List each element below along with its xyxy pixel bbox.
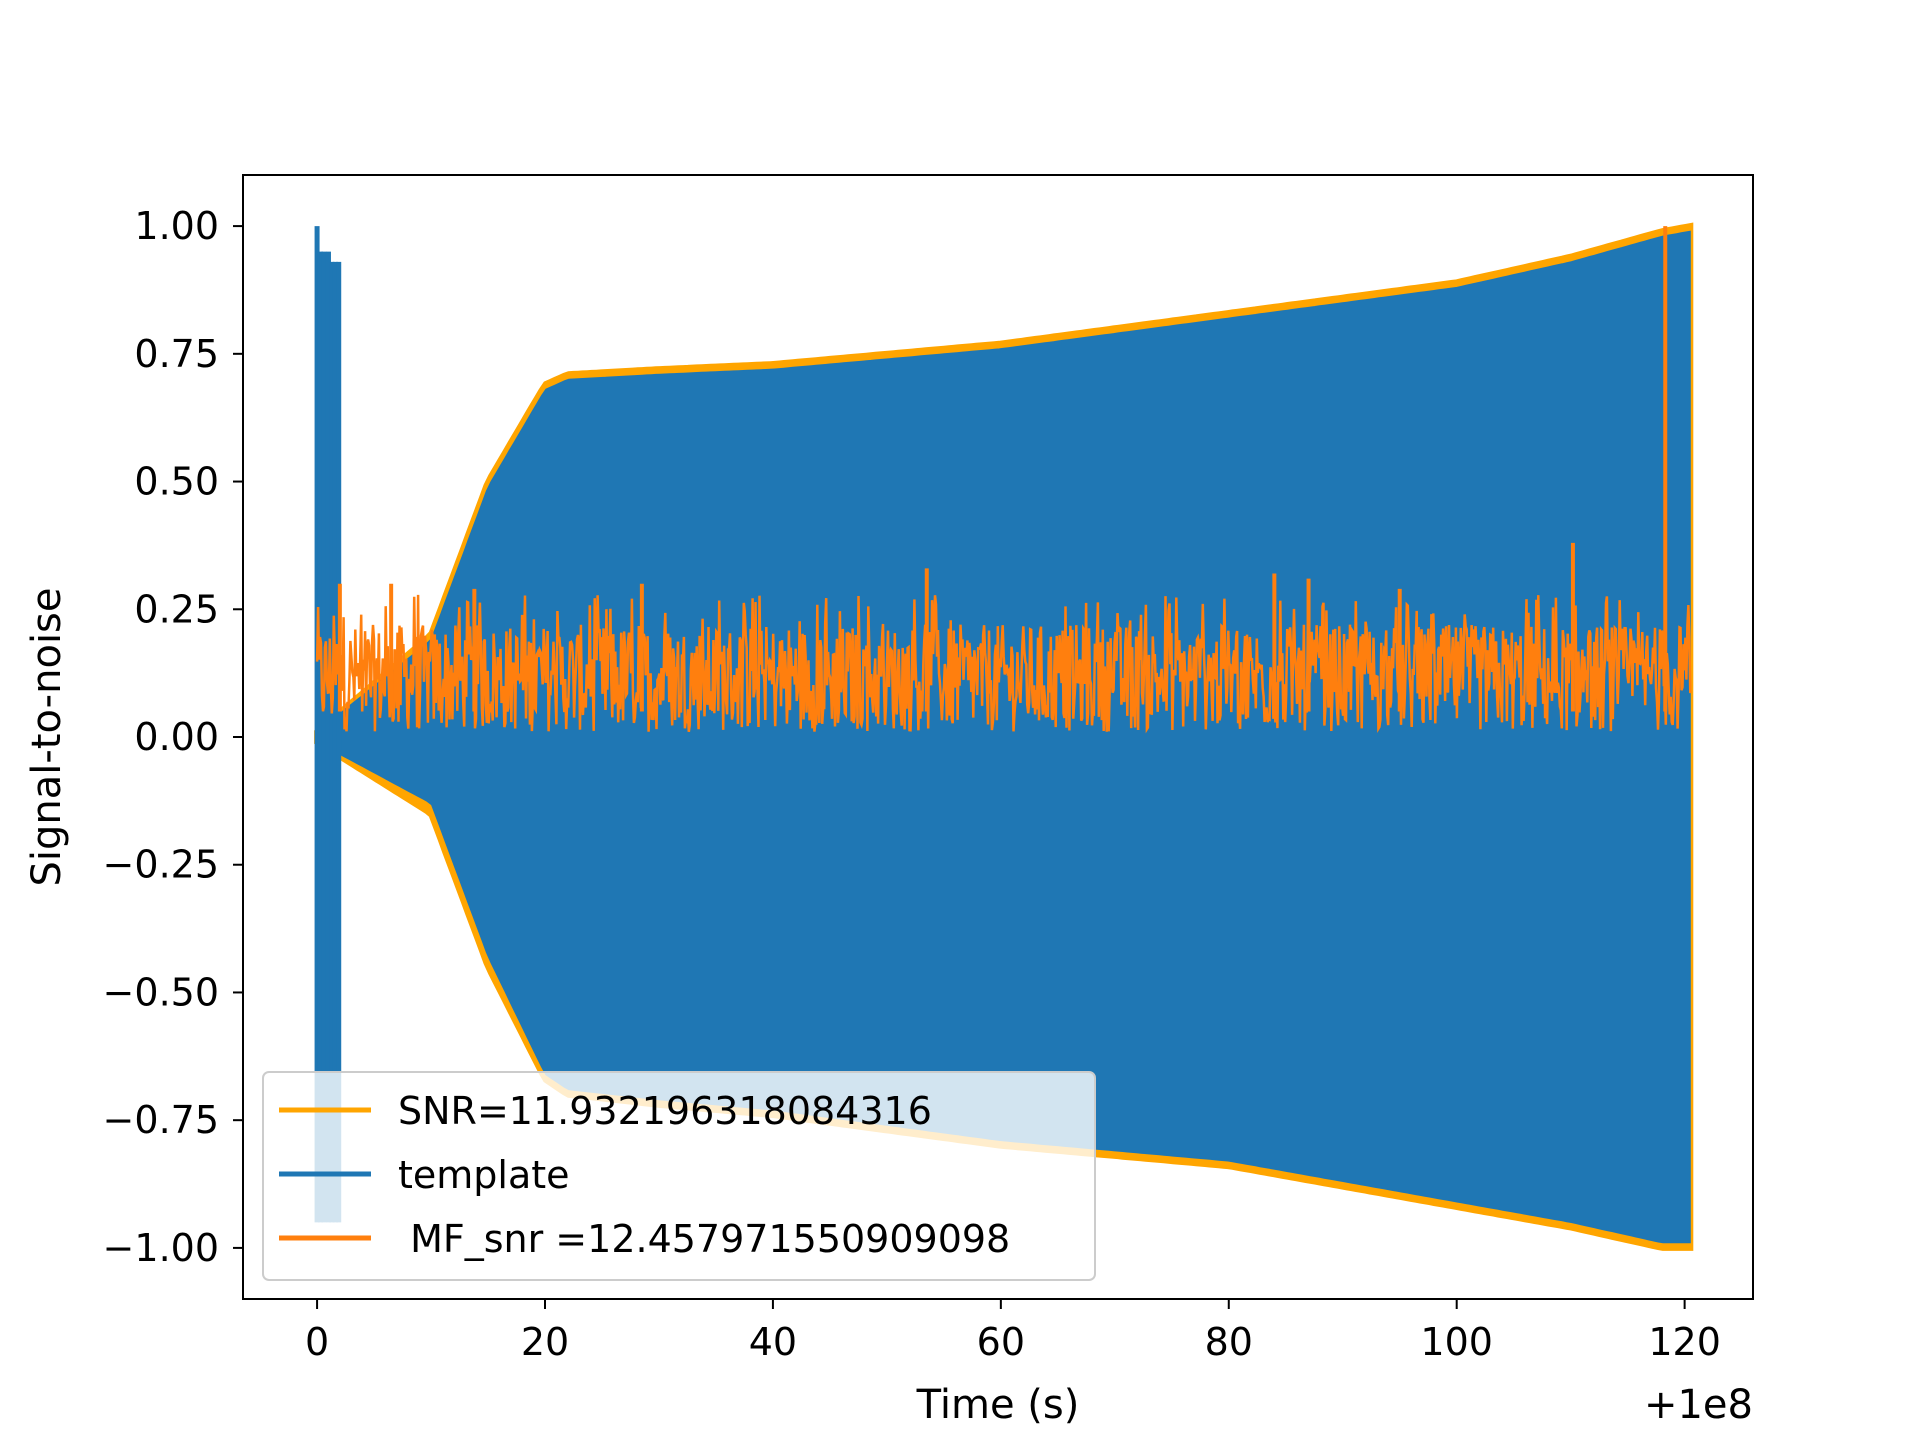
y-tick-label: −0.25 <box>103 843 219 887</box>
x-tick-label: 100 <box>1420 1320 1493 1364</box>
x-tick-label: 60 <box>977 1320 1025 1364</box>
y-tick-label: 0.75 <box>134 332 219 376</box>
mf-snr-line <box>315 594 1692 734</box>
y-tick-label: 1.00 <box>134 204 219 248</box>
legend: SNR=11.932196318084316 template MF_snr =1… <box>262 1071 1096 1281</box>
legend-item: SNR=11.932196318084316 <box>279 1089 932 1133</box>
y-tick-label: −0.50 <box>103 970 219 1014</box>
y-axis-label: Signal-to-noise <box>24 587 70 886</box>
legend-label: SNR=11.932196318084316 <box>398 1089 932 1133</box>
legend-item: template <box>279 1153 570 1197</box>
y-tick-label: 0.50 <box>134 460 219 504</box>
y-tick-label: 0.25 <box>134 587 219 631</box>
legend-box <box>262 1071 1096 1281</box>
legend-label: MF_snr =12.457971550909098 <box>398 1217 1010 1261</box>
ticks-layer: 0 20 40 60 80 100 120 1.00 0.75 0.50 0.25 0.00 −0.25… <box>103 204 1721 1364</box>
x-tick-label: 120 <box>1648 1320 1721 1364</box>
series-template-glitch <box>314 226 342 1223</box>
x-tick-label: 20 <box>521 1320 569 1364</box>
legend-label: template <box>398 1153 570 1197</box>
x-axis-label: Time (s) <box>916 1382 1080 1428</box>
x-offset-label: +1e8 <box>1644 1382 1753 1428</box>
x-tick-label: 40 <box>749 1320 797 1364</box>
x-tick-label: 80 <box>1205 1320 1253 1364</box>
y-tick-label: −1.00 <box>103 1226 219 1270</box>
series-layer <box>314 222 1694 1251</box>
y-tick-label: 0.00 <box>134 715 219 759</box>
legend-item: MF_snr =12.457971550909098 <box>279 1217 1010 1261</box>
y-tick-label: −0.75 <box>103 1098 219 1142</box>
x-tick-label: 0 <box>305 1320 329 1364</box>
series-mf-snr <box>315 226 1692 734</box>
